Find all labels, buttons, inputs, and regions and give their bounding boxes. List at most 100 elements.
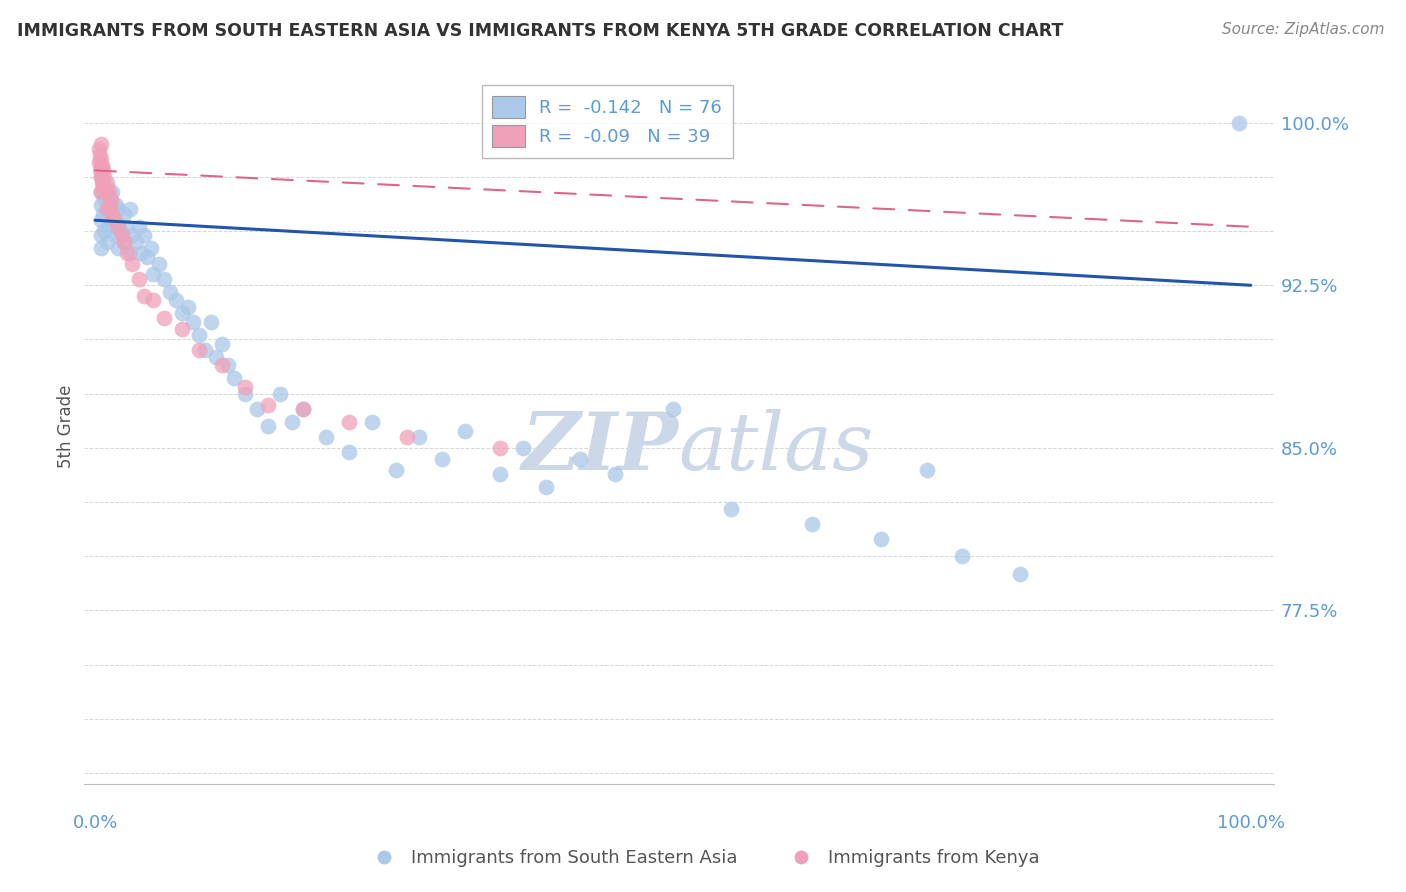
Point bbox=[91, 163, 114, 178]
Point bbox=[124, 235, 146, 249]
Point bbox=[188, 343, 211, 358]
Point bbox=[188, 328, 211, 343]
Point bbox=[90, 137, 112, 152]
Point bbox=[337, 415, 360, 429]
Point bbox=[233, 380, 256, 394]
Point bbox=[97, 192, 120, 206]
Point bbox=[104, 228, 127, 243]
Point bbox=[205, 350, 228, 364]
Point bbox=[121, 257, 143, 271]
Point bbox=[112, 235, 135, 249]
Point bbox=[132, 289, 155, 303]
Point bbox=[569, 451, 592, 466]
Point bbox=[91, 177, 114, 191]
Point bbox=[194, 343, 217, 358]
Point bbox=[153, 272, 176, 286]
Point bbox=[94, 185, 117, 199]
Point bbox=[91, 180, 114, 194]
Point bbox=[118, 245, 141, 260]
Point bbox=[96, 202, 118, 217]
Point bbox=[87, 142, 110, 156]
Point bbox=[142, 268, 165, 282]
Point bbox=[118, 202, 141, 217]
Point bbox=[408, 430, 430, 444]
Point bbox=[128, 219, 150, 234]
Point bbox=[396, 430, 419, 444]
Point bbox=[90, 242, 112, 256]
Point bbox=[121, 228, 143, 243]
Point bbox=[454, 424, 477, 438]
Point bbox=[233, 386, 256, 401]
Point bbox=[112, 235, 135, 249]
Point bbox=[170, 306, 193, 320]
Point bbox=[605, 467, 627, 481]
Point bbox=[800, 516, 823, 531]
Point bbox=[87, 154, 110, 169]
Point bbox=[222, 371, 245, 385]
Point bbox=[142, 293, 165, 308]
Point bbox=[91, 159, 114, 173]
Point bbox=[292, 401, 315, 416]
Point bbox=[200, 315, 222, 329]
Point bbox=[93, 192, 115, 206]
Point bbox=[97, 219, 120, 234]
Point bbox=[720, 501, 742, 516]
Point bbox=[280, 415, 302, 429]
Point bbox=[181, 315, 204, 329]
Point bbox=[90, 153, 112, 167]
Point bbox=[292, 401, 315, 416]
Point bbox=[211, 359, 233, 373]
Point bbox=[870, 532, 893, 546]
Point bbox=[90, 185, 112, 199]
Point bbox=[148, 257, 170, 271]
Point bbox=[915, 462, 938, 476]
Point bbox=[98, 198, 121, 212]
Point bbox=[950, 549, 973, 564]
Point bbox=[337, 445, 360, 459]
Point bbox=[488, 441, 510, 455]
Point bbox=[90, 228, 112, 243]
Legend: Immigrants from South Eastern Asia, Immigrants from Kenya: Immigrants from South Eastern Asia, Immi… bbox=[359, 842, 1047, 874]
Point bbox=[132, 228, 155, 243]
Point bbox=[211, 336, 233, 351]
Point bbox=[662, 401, 685, 416]
Text: ZIP: ZIP bbox=[522, 409, 679, 486]
Point bbox=[96, 177, 118, 191]
Point bbox=[91, 177, 114, 191]
Point bbox=[107, 219, 129, 234]
Point bbox=[361, 415, 384, 429]
Text: Source: ZipAtlas.com: Source: ZipAtlas.com bbox=[1222, 22, 1385, 37]
Point bbox=[104, 213, 127, 227]
Point bbox=[176, 300, 198, 314]
Point bbox=[512, 441, 534, 455]
Point bbox=[96, 235, 118, 249]
Point bbox=[257, 397, 280, 411]
Point bbox=[117, 245, 139, 260]
Point bbox=[1008, 566, 1031, 581]
Point bbox=[101, 185, 124, 199]
Point bbox=[90, 185, 112, 199]
Point bbox=[90, 169, 112, 184]
Point bbox=[117, 219, 139, 234]
Point bbox=[139, 242, 162, 256]
Point bbox=[97, 185, 120, 199]
Point bbox=[136, 250, 159, 264]
Point bbox=[129, 245, 152, 260]
Text: IMMIGRANTS FROM SOUTH EASTERN ASIA VS IMMIGRANTS FROM KENYA 5TH GRADE CORRELATIO: IMMIGRANTS FROM SOUTH EASTERN ASIA VS IM… bbox=[17, 22, 1063, 40]
Point bbox=[430, 451, 453, 466]
Y-axis label: 5th Grade: 5th Grade bbox=[58, 384, 75, 468]
Text: 100.0%: 100.0% bbox=[1216, 814, 1285, 832]
Point bbox=[107, 202, 129, 217]
Point bbox=[101, 207, 124, 221]
Point bbox=[100, 192, 122, 206]
Point bbox=[217, 359, 239, 373]
Point bbox=[246, 401, 269, 416]
Point bbox=[96, 180, 118, 194]
Point bbox=[128, 272, 150, 286]
Point bbox=[257, 419, 280, 434]
Point bbox=[104, 198, 127, 212]
Point bbox=[107, 242, 129, 256]
Point bbox=[153, 310, 176, 325]
Point bbox=[159, 285, 181, 299]
Point bbox=[112, 207, 135, 221]
